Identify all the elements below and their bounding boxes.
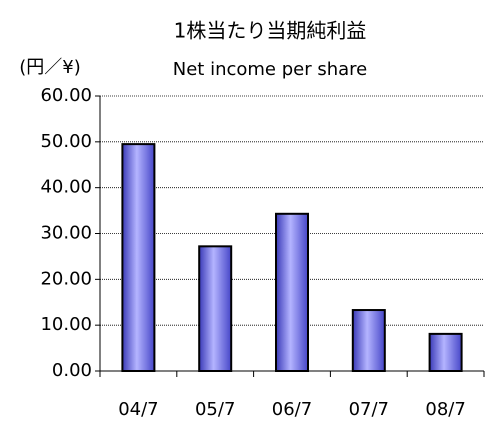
chart-title: 1株当たり当期純利益 [174,19,367,43]
bar [198,245,233,372]
y-tick-label: 20.00 [40,268,92,289]
x-tick-label: 05/7 [195,399,235,420]
x-tick-label: 08/7 [425,399,465,420]
x-tick-label: 06/7 [272,399,312,420]
x-tick-label: 07/7 [349,399,389,420]
chart-subtitle: Net income per share [173,59,367,80]
y-unit-label: (円／¥) [19,57,81,78]
bar [351,309,386,372]
bar [428,332,463,372]
y-tick-label: 40.00 [40,177,92,198]
bar [121,143,156,372]
y-tick-label: 50.00 [40,131,92,152]
y-tick-label: 30.00 [40,223,92,244]
x-tick-label: 04/7 [118,399,158,420]
bar [275,212,309,372]
y-tick-label: 0.00 [52,360,92,381]
y-tick-label: 60.00 [40,85,92,106]
y-tick-label: 10.00 [40,314,92,335]
